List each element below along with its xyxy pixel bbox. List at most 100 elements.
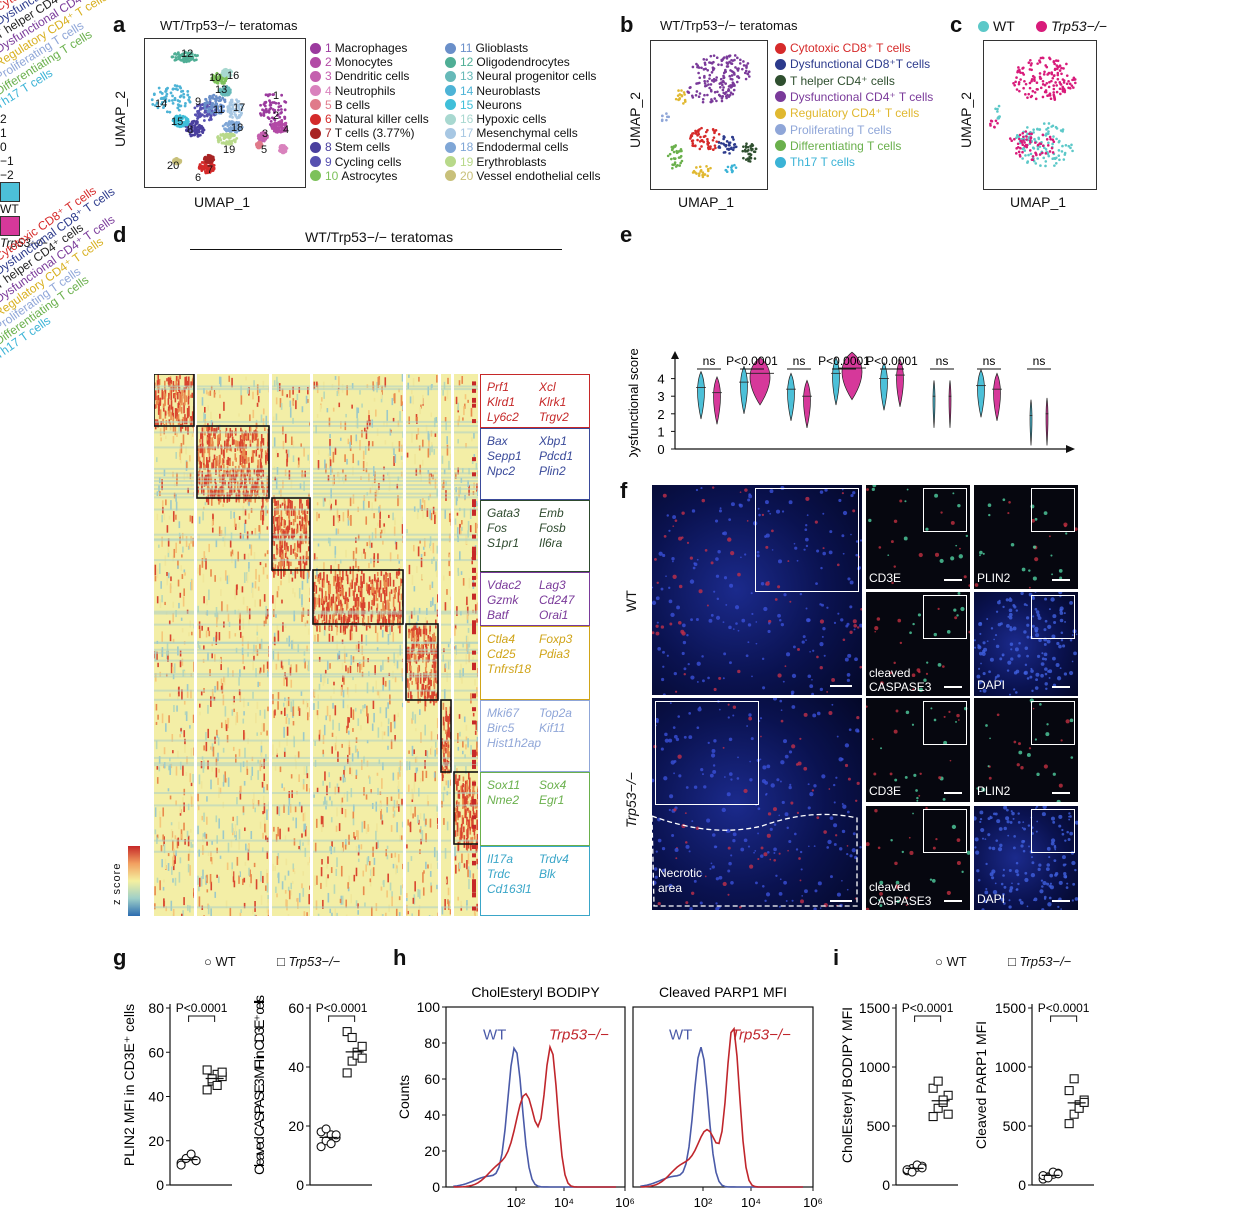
heatmap-strip — [472, 759, 476, 764]
square-marker-icon: □ — [1008, 954, 1016, 969]
panel-a-title: WT/Trp53−/− teratomas — [160, 18, 298, 33]
heatmap-strip — [472, 582, 476, 587]
gene-name: Xbp1 — [539, 434, 568, 448]
legend-dot — [445, 56, 456, 68]
dot-series-0 — [316, 1124, 341, 1152]
legend-a-label: B cells — [334, 97, 371, 112]
panel-g-chart-caspase3: 0 20 40 60 P<0.0001 Cleaved CASPASE3 MFI in C… — [251, 995, 372, 1190]
umap-cluster-13 — [217, 85, 232, 97]
dot-ytick-label: 20 — [288, 1118, 304, 1134]
dot-ytick-label: 1500 — [995, 1000, 1026, 1016]
gene-grid: Sox11 Sox4 Nme2 Egr1 — [487, 778, 583, 808]
dot-point — [176, 1160, 186, 1170]
dot-ytick-label: 40 — [148, 1089, 164, 1105]
legend-dot — [310, 141, 321, 153]
micrograph-tile: Necrotic area — [652, 698, 862, 910]
dot-point — [212, 1080, 222, 1090]
dot-series-1 — [342, 1027, 367, 1078]
umap-cluster-19 — [216, 132, 239, 146]
heatmap — [153, 373, 493, 927]
legend-a-label: Macrophages — [334, 41, 408, 55]
dot-series-1 — [1064, 1074, 1089, 1129]
heatmap-box — [440, 699, 452, 773]
violin-ytick-label: 1 — [657, 424, 664, 439]
umap-label-17: 17 — [233, 102, 245, 114]
legend-a-label: Natural killer cells — [334, 112, 429, 126]
micrograph-tile: PLIN2 — [974, 485, 1078, 589]
violin-ytick-label: 2 — [657, 407, 664, 422]
legend-a-number: 12 — [460, 55, 474, 70]
legend-b-item: T helper CD4⁺ cells — [775, 74, 895, 88]
legend-dot — [445, 127, 456, 139]
scale-bar — [830, 900, 852, 902]
heatmap-strip — [472, 575, 476, 580]
violin-0-0 — [697, 370, 705, 420]
dot-point — [202, 1085, 212, 1095]
heatmap-strip — [472, 749, 476, 754]
legend-a-number: 5 — [325, 97, 332, 112]
violin-ylabel: Dysfunctional score — [626, 348, 641, 457]
gene-name: Trdc — [487, 867, 511, 881]
legend-a-item-14: 14 Neuroblasts — [445, 84, 540, 98]
channel-label: cleaved CASPASE3 — [869, 666, 932, 694]
dot-ytick-label: 500 — [867, 1118, 891, 1134]
dot-point — [342, 1027, 352, 1037]
gene-name: Fos — [487, 521, 508, 535]
panel-a-ylabel: UMAP_2 — [112, 90, 128, 147]
gene-name: Trdv4 — [539, 852, 569, 866]
dot-ytick-label: 40 — [288, 1059, 304, 1075]
legend-b-item: Differentiating T cells — [775, 139, 901, 153]
violin-1-6 — [993, 372, 1001, 421]
umap-b-cluster-3 — [717, 135, 738, 155]
panel-b-title: WT/Trp53−/− teratomas — [660, 18, 798, 33]
umap-cluster-8 — [184, 119, 206, 138]
zscore-tick: −2 — [0, 168, 14, 182]
legend-a-number: 18 — [460, 140, 474, 155]
inset-frame — [923, 595, 967, 639]
gene-name: Tnfrsf18 — [487, 662, 532, 676]
heatmap-strip — [472, 622, 476, 627]
hist-xtick-label: 10² — [694, 1195, 713, 1210]
panel-i-chart-parp1: 0 500 1000 1500 P<0.0001 Cleaved PARP1 MFI — [973, 1000, 1094, 1190]
heatmap-strip — [472, 595, 476, 600]
umap-c-group-2 — [1008, 130, 1056, 161]
umap-cluster-4 — [278, 143, 289, 155]
gene-name — [539, 662, 591, 677]
gene-name: Batf — [487, 608, 509, 622]
micrograph-tile: cleaved CASPASE3 — [866, 806, 970, 910]
heatmap-strip — [472, 845, 476, 850]
dot-point — [933, 1076, 943, 1086]
gene-name: Lag3 — [539, 578, 566, 592]
circle-marker-icon: ○ — [935, 954, 943, 969]
dot-point — [191, 1156, 201, 1166]
gene-name: Egr1 — [539, 793, 565, 807]
legend-a-item-10: 10 Astrocytes — [310, 169, 397, 183]
heatmap-strip — [472, 824, 476, 829]
gene-grid: Prf1 Xcl Klrd1 Klrk1 Ly6c2 Trgv2 — [487, 380, 583, 425]
legend-a-label: Astrocytes — [341, 168, 398, 183]
legend-a-item-3: 3 Dendritic cells — [310, 69, 409, 83]
micrograph-texture — [974, 806, 1078, 910]
legend-c-label: WT — [993, 18, 1015, 34]
hist-ylabel: Counts — [396, 1075, 412, 1119]
violin-0-2 — [787, 372, 795, 421]
legend-a-number: 13 — [460, 69, 474, 84]
violin-stat-label: ns — [936, 354, 949, 368]
heatmap-strip — [472, 403, 476, 408]
legend-a-item-19: 19 Erythroblasts — [445, 155, 546, 169]
zscore-tick: 0 — [0, 140, 7, 154]
umap-label-15: 15 — [171, 116, 183, 128]
gene-name: Cd163l1 — [487, 882, 532, 896]
legend-a-item-20: 20 Vessel endothelial cells — [445, 169, 600, 183]
panel-i-legend-trp53: □ Trp53−/− — [1008, 954, 1072, 969]
panel-f-row-label-wt: WT — [623, 590, 639, 612]
legend-a-label: Glioblasts — [475, 41, 529, 55]
micrograph-texture — [874, 592, 970, 692]
umap-label-16: 16 — [227, 70, 239, 82]
gene-name: Blk — [539, 867, 556, 881]
legend-dot — [445, 170, 456, 182]
legend-dot — [310, 156, 321, 168]
hist-ytick-label: 80 — [424, 1035, 440, 1051]
hist-title: Cleaved PARP1 MFI — [659, 984, 787, 1000]
